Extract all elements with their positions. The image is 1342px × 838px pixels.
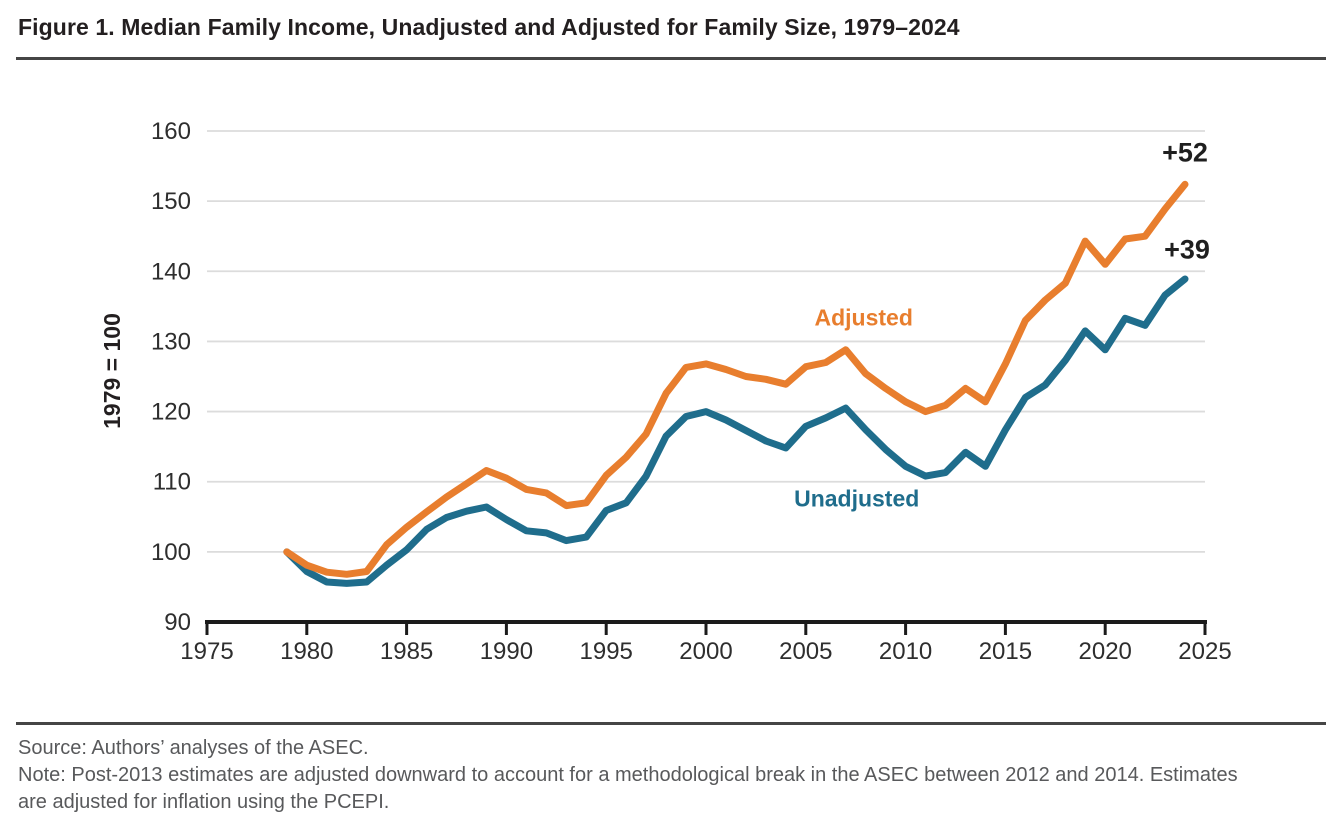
y-tick-label-130: 130 (151, 328, 191, 355)
y-tick-label-160: 160 (151, 118, 191, 145)
series-label-adjusted: Adjusted (814, 305, 912, 331)
note-text-line1: Note: Post-2013 estimates are adjusted d… (18, 764, 1238, 786)
y-tick-label-120: 120 (151, 399, 191, 426)
x-tick-label-2010: 2010 (879, 638, 932, 665)
source-text: Source: Authors’ analyses of the ASEC. (18, 737, 369, 759)
y-tick-label-90: 90 (164, 609, 191, 636)
y-tick-label-110: 110 (153, 469, 191, 496)
y-axis-title: 1979 = 100 (99, 313, 125, 429)
end-label-plus52: +52 (1162, 138, 1208, 168)
x-tick-label-2000: 2000 (679, 638, 732, 665)
x-tick-label-1985: 1985 (380, 638, 433, 665)
end-label-plus39: +39 (1164, 235, 1210, 265)
x-tick-label-2015: 2015 (979, 638, 1032, 665)
note-text-line2: are adjusted for inflation using the PCE… (18, 791, 390, 813)
figure-title: Figure 1. Median Family Income, Unadjust… (18, 14, 960, 40)
x-tick-label-1995: 1995 (580, 638, 633, 665)
x-tick-label-1980: 1980 (280, 638, 333, 665)
footer-divider (16, 722, 1326, 725)
x-tick-label-2020: 2020 (1079, 638, 1132, 665)
y-tick-label-140: 140 (151, 258, 191, 285)
x-tick-label-1975: 1975 (180, 638, 233, 665)
x-tick-label-2025: 2025 (1178, 638, 1231, 665)
series-line-adjusted (283, 180, 1189, 578)
x-tick-label-1990: 1990 (480, 638, 533, 665)
y-tick-label-100: 100 (151, 539, 191, 566)
series-label-unadjusted: Unadjusted (794, 486, 919, 512)
y-tick-label-150: 150 (151, 188, 191, 215)
title-divider (16, 57, 1326, 60)
series-line-unadjusted (283, 275, 1189, 587)
x-tick-label-2005: 2005 (779, 638, 832, 665)
